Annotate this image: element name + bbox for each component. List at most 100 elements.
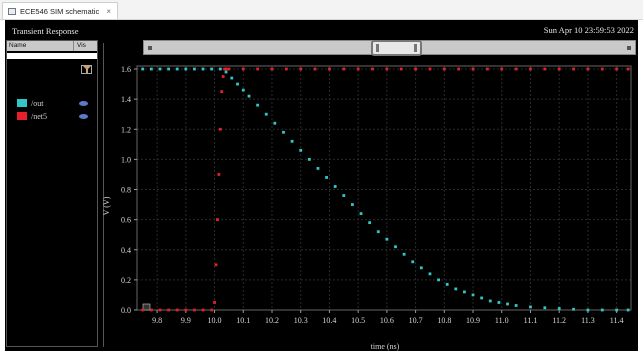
data-point bbox=[224, 67, 228, 71]
tab-label: ECE546 SIM schematic bbox=[20, 6, 100, 16]
x-axis-label: time (ns) bbox=[371, 342, 400, 351]
data-point bbox=[333, 185, 337, 188]
data-point bbox=[543, 306, 547, 310]
data-point bbox=[256, 67, 260, 71]
data-point bbox=[371, 67, 374, 71]
data-point bbox=[600, 67, 604, 71]
data-point bbox=[485, 67, 489, 71]
waveform-plot[interactable]: 9.8 9.9 10.0 10.1 10.2 10.3 10.4 10.5 10.6 10.7 10… bbox=[5, 20, 638, 351]
column-divider[interactable] bbox=[73, 41, 74, 51]
data-point bbox=[428, 67, 432, 71]
y-tick-label: 0.2 bbox=[121, 276, 131, 285]
signal-name: /net5 bbox=[31, 111, 47, 121]
data-point bbox=[442, 67, 446, 71]
scroll-right-handle[interactable] bbox=[627, 46, 631, 50]
data-point bbox=[572, 307, 575, 311]
data-point bbox=[184, 67, 188, 71]
data-point bbox=[218, 127, 222, 131]
data-point bbox=[385, 237, 389, 241]
data-point bbox=[488, 299, 492, 303]
filter-icon[interactable] bbox=[81, 65, 92, 74]
data-point bbox=[480, 296, 484, 300]
data-point bbox=[411, 260, 415, 264]
data-point bbox=[241, 88, 245, 92]
data-point bbox=[557, 67, 561, 71]
data-point bbox=[454, 287, 458, 291]
data-point bbox=[351, 203, 354, 206]
y-tick-label: 1.6 bbox=[121, 65, 131, 74]
x-tick-label: 10.8 bbox=[437, 316, 451, 325]
signal-row-out[interactable]: /out bbox=[17, 98, 43, 108]
data-point bbox=[158, 67, 162, 71]
data-point bbox=[586, 67, 590, 71]
data-point bbox=[385, 67, 389, 71]
tab-schematic[interactable]: ECE546 SIM schematic × bbox=[2, 2, 118, 19]
scroll-left-handle[interactable] bbox=[148, 46, 152, 50]
data-point bbox=[247, 94, 251, 98]
data-point bbox=[342, 194, 346, 197]
data-point bbox=[463, 290, 466, 294]
x-tick-label: 10.2 bbox=[265, 316, 279, 325]
data-point bbox=[328, 67, 331, 71]
signal-row-net5[interactable]: /net5 bbox=[17, 111, 47, 121]
data-point bbox=[220, 90, 224, 94]
origin-marker[interactable] bbox=[142, 303, 151, 311]
data-point bbox=[270, 67, 274, 71]
visibility-eye-icon[interactable] bbox=[79, 114, 88, 119]
panel-divider[interactable] bbox=[103, 43, 104, 347]
y-tick-label: 1.0 bbox=[121, 155, 131, 164]
data-point bbox=[376, 230, 380, 234]
time-scrollbar[interactable] bbox=[143, 40, 636, 56]
data-point bbox=[299, 148, 303, 152]
data-point bbox=[529, 67, 532, 71]
data-point bbox=[290, 139, 294, 143]
data-point bbox=[149, 67, 153, 71]
browser-header: Name Vis bbox=[7, 41, 97, 51]
series-net5 bbox=[141, 67, 630, 312]
data-point bbox=[167, 67, 170, 71]
x-tick-label: 10.0 bbox=[208, 316, 222, 325]
tab-strip: ECE546 SIM schematic × bbox=[0, 0, 643, 20]
series-out bbox=[141, 67, 630, 312]
column-vis[interactable]: Vis bbox=[77, 42, 86, 49]
data-point bbox=[230, 76, 234, 80]
data-point bbox=[325, 176, 328, 179]
data-point bbox=[210, 67, 214, 71]
data-point bbox=[356, 67, 360, 71]
data-point bbox=[626, 67, 630, 71]
data-point bbox=[175, 67, 179, 71]
timestamp: Sun Apr 10 23:59:53 2022 bbox=[543, 25, 634, 35]
x-tick-label: 9.9 bbox=[181, 316, 191, 325]
data-point bbox=[471, 67, 475, 71]
x-tick-label: 11.1 bbox=[524, 316, 538, 325]
data-point bbox=[167, 308, 170, 312]
x-tick-label: 11.2 bbox=[552, 316, 566, 325]
filter-input[interactable] bbox=[7, 53, 97, 59]
column-name[interactable]: Name bbox=[9, 42, 27, 49]
data-point bbox=[557, 307, 561, 310]
data-point bbox=[543, 67, 547, 71]
panel-title: Transient Response bbox=[12, 26, 79, 36]
close-icon[interactable]: × bbox=[106, 6, 111, 16]
x-tick-label: 10.7 bbox=[409, 316, 423, 325]
data-point bbox=[342, 67, 346, 71]
x-tick-label: 11.3 bbox=[581, 316, 595, 325]
x-tick-label: 10.4 bbox=[322, 316, 336, 325]
data-point bbox=[264, 112, 268, 116]
data-point bbox=[236, 82, 239, 86]
y-axis-label: V (V) bbox=[102, 196, 111, 215]
scrollbar-thumb[interactable] bbox=[371, 40, 422, 56]
y-tick-label: 0.8 bbox=[121, 186, 131, 195]
data-point bbox=[227, 67, 231, 71]
data-point bbox=[284, 67, 288, 71]
data-point bbox=[506, 302, 509, 306]
plot-traces bbox=[141, 67, 630, 312]
visibility-eye-icon[interactable] bbox=[79, 101, 88, 106]
data-point bbox=[217, 173, 221, 176]
data-point bbox=[218, 67, 222, 71]
data-point bbox=[514, 304, 518, 307]
data-point bbox=[307, 157, 311, 161]
data-point bbox=[586, 308, 590, 312]
data-point bbox=[149, 308, 153, 312]
data-point bbox=[457, 67, 461, 71]
